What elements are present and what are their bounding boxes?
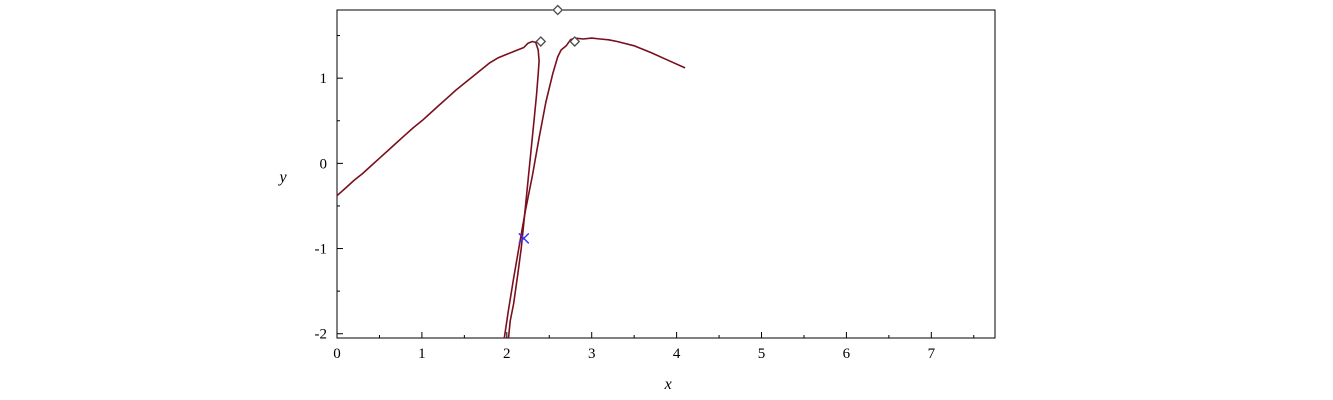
y-tick-label: -2: [315, 327, 328, 343]
diamond-marker: [552, 4, 564, 16]
curves: [336, 37, 686, 339]
x-tick-label: 1: [418, 346, 426, 362]
x-axis: 0 1 2 3 4 5 6 7: [333, 332, 975, 362]
diamond-marker: [535, 36, 547, 47]
x-tick-label: 6: [843, 346, 851, 362]
x-tick-label: 7: [928, 346, 936, 362]
x-axis-label: x: [664, 376, 672, 393]
y-axis-label: y: [277, 169, 287, 186]
diamond-marker: [569, 36, 581, 47]
y-tick-label: 1: [320, 71, 328, 87]
curve-2: [503, 37, 686, 339]
y-tick-label: 0: [320, 156, 328, 172]
x-tick-label: 4: [673, 346, 681, 362]
x-tick-label: 5: [758, 346, 766, 362]
x-tick-label: 0: [333, 346, 341, 362]
x-tick-label: 2: [503, 346, 511, 362]
markers: [518, 4, 581, 244]
x-tick-label: 3: [588, 346, 596, 362]
y-axis: -2 -1 0 1: [315, 35, 343, 343]
curve-1: [336, 40, 540, 339]
cross-marker: [518, 232, 530, 244]
plot-frame: [336, 9, 996, 339]
y-tick-label: -1: [315, 242, 328, 258]
